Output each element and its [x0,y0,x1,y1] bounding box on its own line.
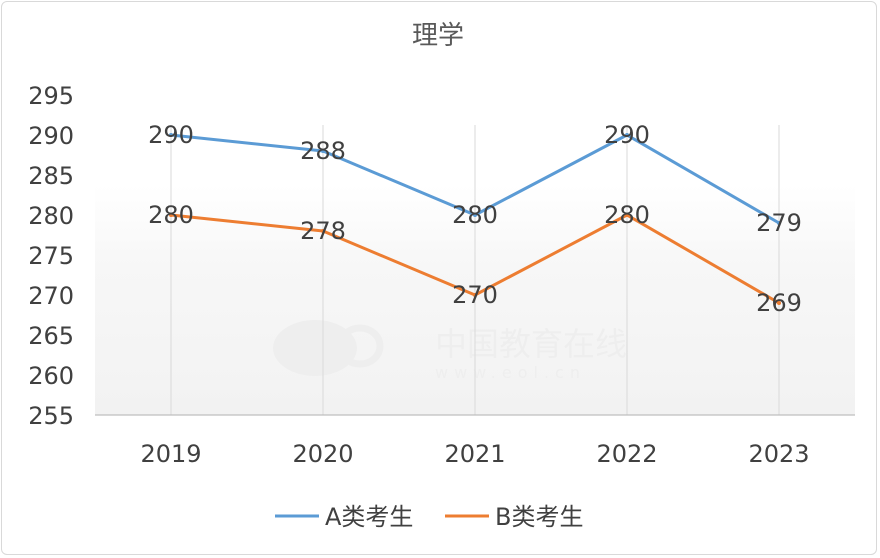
y-tick-label: 285 [28,162,74,190]
y-tick-label: 290 [28,122,74,150]
data-point [625,213,629,217]
watermark-logo-icon [273,320,357,376]
data-label: 279 [756,209,802,237]
data-point [777,221,781,225]
x-tick-label-2022: 2022 [596,440,657,468]
x-tick-label-2021: 2021 [444,440,505,468]
legend-item-a: A类考生 [275,503,413,531]
data-point [169,133,173,137]
data-label: 278 [300,217,346,245]
x-tick-label-2019: 2019 [140,440,201,468]
data-point [473,293,477,297]
x-tick-label-2020: 2020 [292,440,353,468]
data-label: 280 [604,201,650,229]
data-point [625,133,629,137]
data-label: 288 [300,137,346,165]
watermark-url: www.eol.cn [435,363,586,382]
data-point [321,229,325,233]
y-tick-label: 270 [28,282,74,310]
chart-title: 理学 [412,21,464,51]
y-tick-label: 265 [28,322,74,350]
data-point [473,213,477,217]
data-label: 280 [148,201,194,229]
watermark: 中国教育在线 www.eol.cn [273,320,627,382]
legend-label: B类考生 [495,503,583,531]
data-label: 269 [756,289,802,317]
data-point [777,301,781,305]
data-point [169,213,173,217]
legend-label: A类考生 [325,503,413,531]
watermark-brand: 中国教育在线 [435,325,627,363]
data-point [321,149,325,153]
data-label: 270 [452,281,498,309]
legend-item-b: B类考生 [445,503,583,531]
y-tick-label: 275 [28,242,74,270]
y-tick-label: 255 [28,402,74,430]
x-tick-label-2023: 2023 [748,440,809,468]
y-tick-label: 260 [28,362,74,390]
data-label: 290 [604,121,650,149]
watermark-logo-o-icon [336,324,384,368]
data-label: 280 [452,201,498,229]
y-tick-label: 280 [28,202,74,230]
y-tick-label: 295 [28,82,74,110]
data-label: 290 [148,121,194,149]
